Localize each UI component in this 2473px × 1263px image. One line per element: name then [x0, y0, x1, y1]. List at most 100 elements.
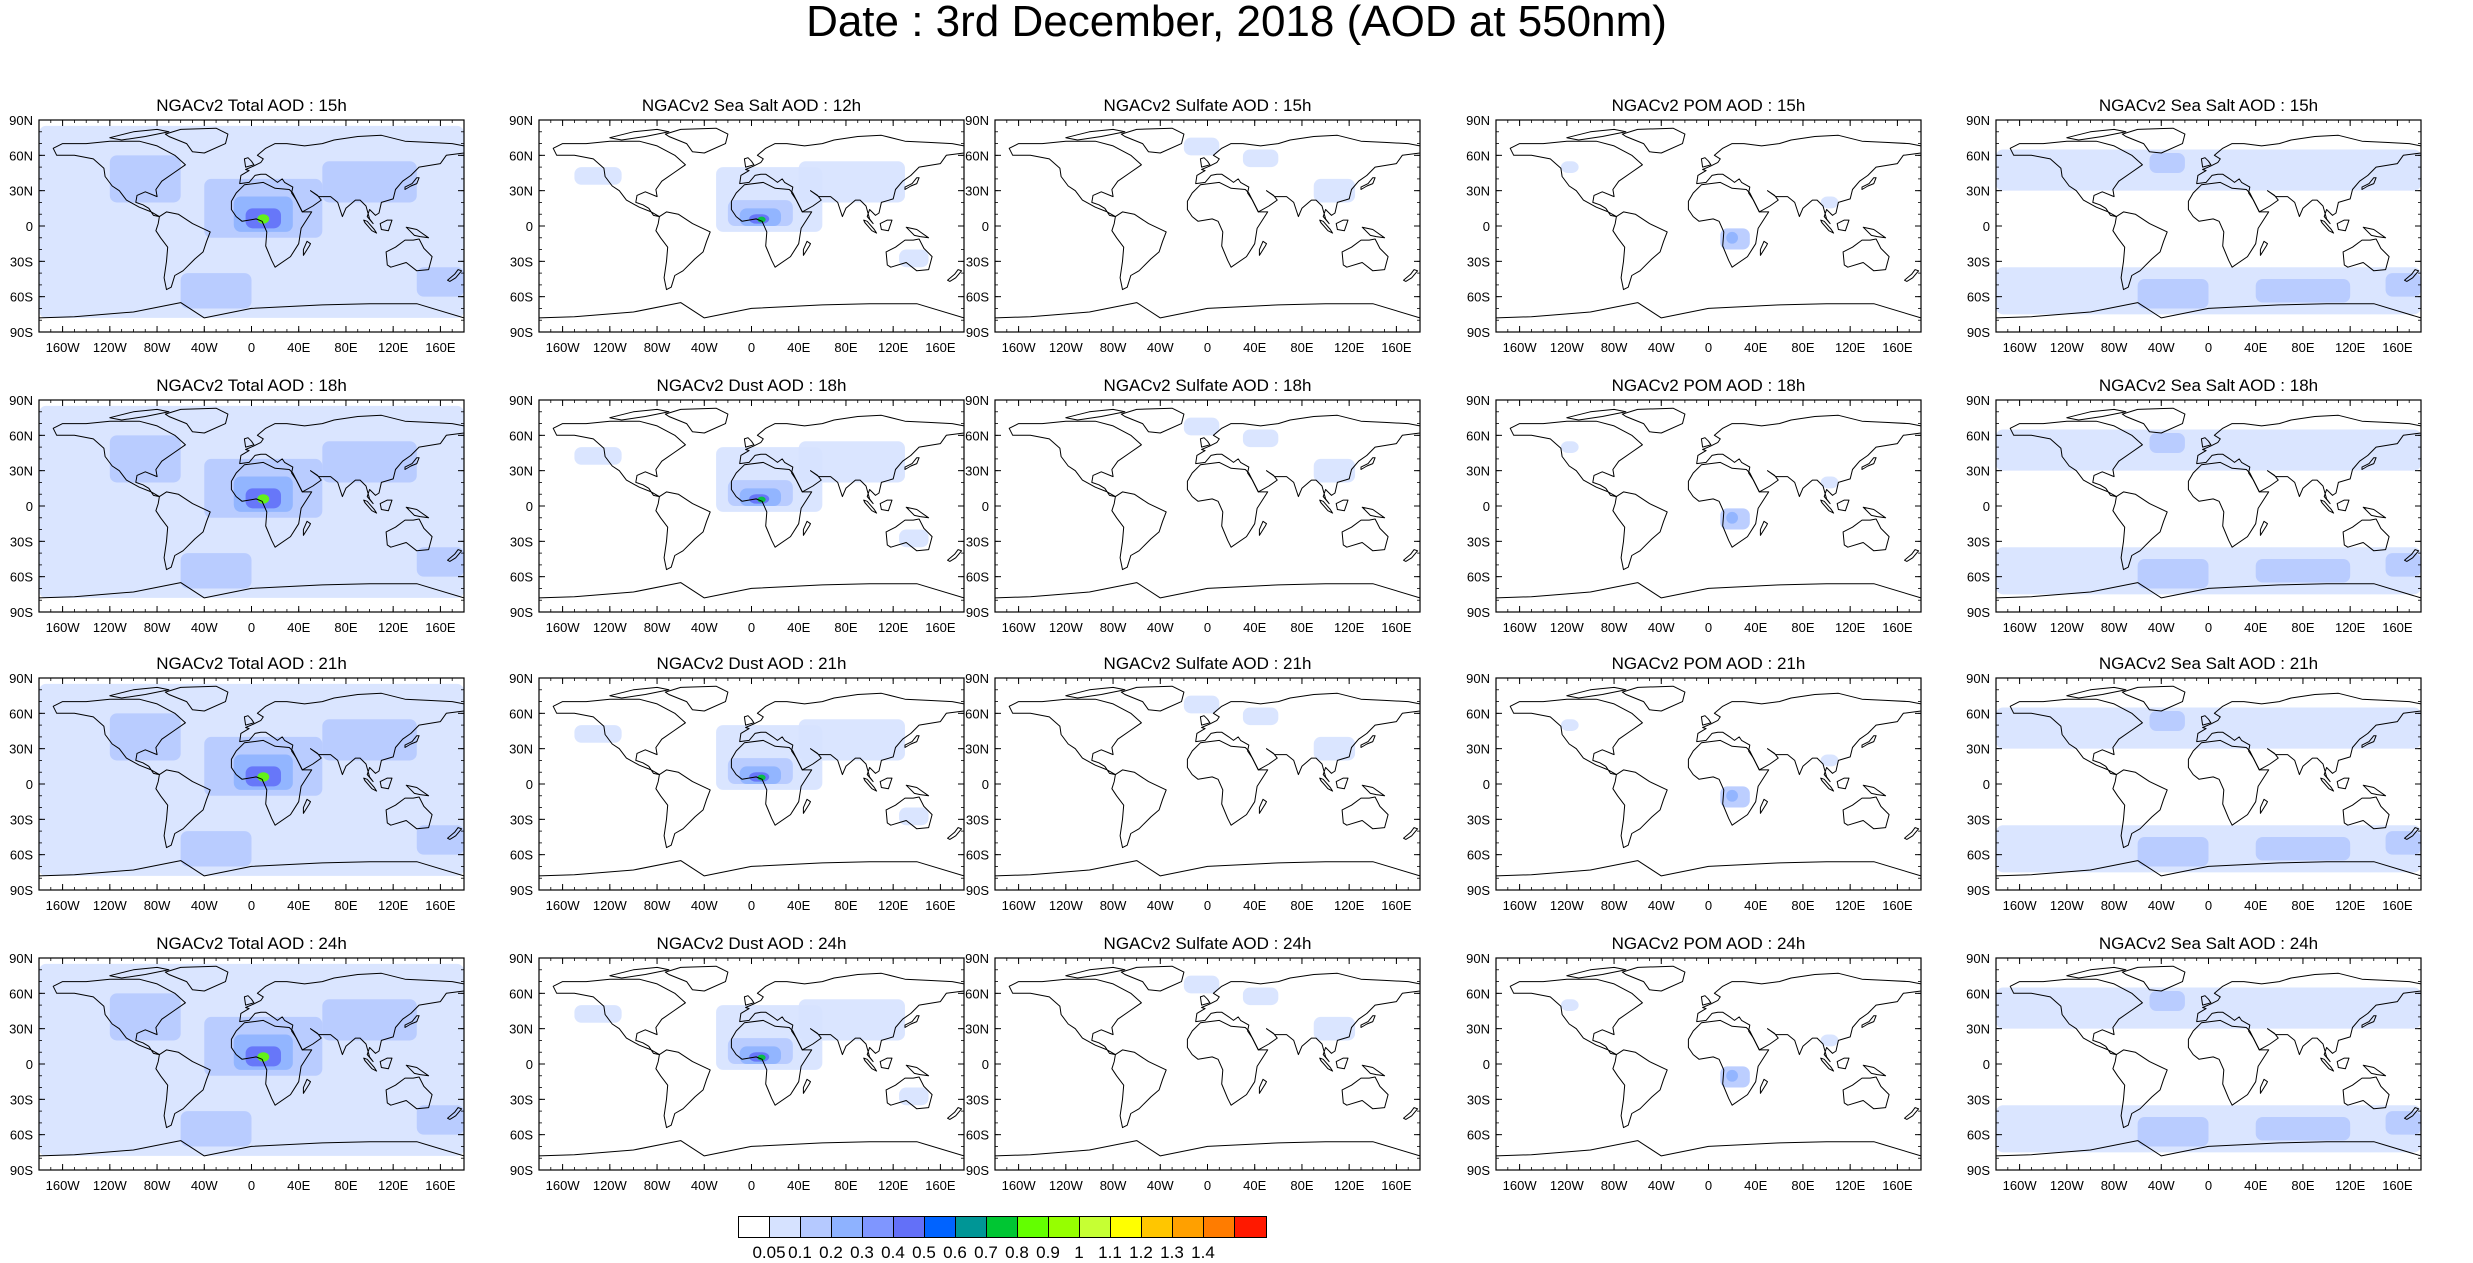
lat-tick-label: 90S [1467, 1163, 1490, 1178]
panel-title: NGACv2 POM AOD : 24h [1612, 934, 1806, 953]
lon-tick-label: 40W [691, 1178, 718, 1193]
lon-tick-label: 120E [378, 898, 409, 913]
aod-region [1996, 987, 2421, 1029]
map-frame [1495, 957, 1922, 1171]
lon-tick-label: 120W [1049, 620, 1084, 635]
aod-region [416, 547, 464, 577]
arctic-islands-outline [609, 686, 670, 699]
eurasia-outline [1696, 134, 1921, 225]
eurasia-outline [2196, 972, 2421, 1063]
lat-tick-label: 90S [10, 325, 33, 340]
lat-tick-label: 90N [509, 951, 533, 966]
coastlines [1496, 965, 1921, 1157]
uk-outline [743, 995, 755, 1006]
arctic-islands-outline [609, 128, 670, 141]
lon-tick-label: 120E [2335, 340, 2366, 355]
map-panel-grid: NGACv2 Total AOD : 15h 90N 60N 30N 0 30S 60S 90… [9, 96, 2422, 1193]
aod-region [2385, 553, 2421, 577]
lon-tick-label: 80W [1601, 898, 1628, 913]
lon-tick-label: 120W [593, 898, 628, 913]
lat-tick-label: 30N [1466, 184, 1490, 199]
lon-tick-label: 120E [378, 620, 409, 635]
lon-tick-label: 160W [2003, 340, 2038, 355]
colorbar-tick-label: 0.8 [1005, 1243, 1029, 1262]
lat-tick-label: 30S [966, 254, 989, 269]
arctic-islands-outline [1566, 128, 1627, 141]
aod-shading [1996, 987, 2421, 1153]
lat-tick-label: 30S [966, 534, 989, 549]
africa-outline [1186, 739, 1269, 826]
borneo-outline [879, 1057, 893, 1070]
japan-outline [904, 457, 920, 470]
north-america-outline [52, 698, 186, 776]
lon-tick-label: 80E [2291, 340, 2314, 355]
japan-outline [2361, 735, 2377, 748]
colorbar-tick-label: 0.05 [752, 1243, 786, 1262]
madagascar-outline [1258, 798, 1267, 814]
borneo-outline [379, 777, 393, 790]
lon-tick-label: 40E [287, 340, 310, 355]
south-america-outline [2112, 769, 2168, 849]
lon-tick-label: 0 [1705, 898, 1712, 913]
lon-tick-label: 160W [546, 620, 581, 635]
uk-outline [2200, 157, 2212, 168]
lat-tick-label: 60N [1466, 986, 1490, 1001]
north-america-outline [552, 698, 686, 776]
lat-tick-label: 90S [966, 605, 989, 620]
lon-tick-label: 160W [1002, 1178, 1037, 1193]
arctic-islands-outline [2066, 408, 2127, 421]
arctic-islands-outline [1566, 686, 1627, 699]
south-america-outline [1111, 211, 1167, 291]
lon-tick-label: 160E [1882, 1178, 1913, 1193]
aod-region [899, 529, 929, 548]
lat-tick-label: 30S [510, 254, 533, 269]
lat-tick-label: 0 [1483, 499, 1490, 514]
lon-tick-label: 80E [2291, 620, 2314, 635]
panel-title: NGACv2 Dust AOD : 24h [657, 934, 847, 953]
antarctica-outline [1496, 582, 1921, 599]
australia-outline [385, 238, 433, 272]
lon-tick-label: 80W [2101, 898, 2128, 913]
map-panel: NGACv2 Sea Salt AOD : 15h 90N 60N 30N 0 30S 60… [1966, 96, 2422, 355]
lon-tick-label: 120W [1550, 1178, 1585, 1193]
lon-tick-label: 80W [644, 340, 671, 355]
new-zealand-outline [1403, 549, 1419, 562]
lat-tick-label: 60S [10, 570, 33, 585]
africa-outline [2187, 739, 2270, 826]
madagascar-outline [802, 240, 811, 256]
lon-tick-label: 160W [546, 340, 581, 355]
lon-tick-label: 80E [334, 340, 357, 355]
lat-tick-label: 90N [9, 951, 33, 966]
sumatra-outline [1319, 499, 1334, 514]
greenland-outline [1120, 965, 1185, 992]
lon-tick-label: 160W [46, 1178, 81, 1193]
lat-tick-label: 0 [982, 499, 989, 514]
antarctica-outline [1996, 582, 2421, 599]
colorbar-box [1049, 1217, 1080, 1237]
lon-tick-label: 120E [378, 340, 409, 355]
aod-region [757, 1054, 766, 1061]
uk-outline [743, 437, 755, 448]
coastlines [995, 965, 1420, 1157]
colorbar-box [1018, 1217, 1049, 1237]
lon-tick-label: 120E [1334, 898, 1365, 913]
lat-tick-label: 0 [1483, 777, 1490, 792]
lat-tick-label: 60S [10, 848, 33, 863]
borneo-outline [879, 777, 893, 790]
south-america-outline [1111, 1049, 1167, 1129]
eurasia-outline [2196, 134, 2421, 225]
sumatra-outline [1319, 219, 1334, 234]
lon-tick-label: 80W [2101, 620, 2128, 635]
lon-tick-label: 160W [546, 1178, 581, 1193]
greenland-outline [1621, 685, 1686, 712]
japan-outline [2361, 457, 2377, 470]
lon-tick-label: 120W [1550, 340, 1585, 355]
lon-tick-label: 40E [287, 620, 310, 635]
madagascar-outline [802, 1078, 811, 1094]
lon-tick-label: 120W [1049, 1178, 1084, 1193]
lat-tick-label: 30N [9, 1022, 33, 1037]
aod-shading [39, 963, 464, 1156]
madagascar-outline [1258, 240, 1267, 256]
lat-tick-label: 60N [1966, 148, 1990, 163]
aod-shading [1996, 429, 2421, 595]
